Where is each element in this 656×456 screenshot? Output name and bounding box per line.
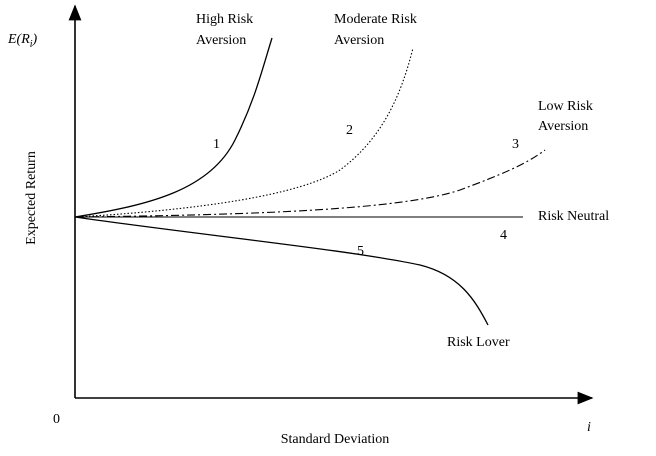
curve-low-risk-aversion xyxy=(74,149,546,218)
curve-number: 1 xyxy=(213,137,220,152)
curve-label: Aversion xyxy=(334,33,384,48)
curve-label: Moderate Risk xyxy=(334,12,417,27)
curve-number: 5 xyxy=(357,244,364,259)
curve-label: Aversion xyxy=(538,119,588,134)
origin-label: 0 xyxy=(53,412,60,427)
curve-number: 2 xyxy=(346,123,353,138)
curve-high-risk-aversion xyxy=(74,37,273,218)
curve-moderate-risk-aversion xyxy=(74,47,414,218)
x-axis-label: Standard Deviation xyxy=(281,432,389,447)
curve-label: Aversion xyxy=(196,33,246,48)
y-symbol: E(Ri) xyxy=(7,32,38,50)
curve-label: Low Risk xyxy=(538,99,593,114)
curve-label: Risk Lover xyxy=(447,335,510,350)
curve-risk-lover xyxy=(74,216,489,326)
curve-label: High Risk xyxy=(196,12,253,27)
y-axis-label: Expected Return xyxy=(24,151,39,245)
curve-number: 4 xyxy=(500,228,507,243)
curve-number: 3 xyxy=(512,137,519,152)
x-axis-sub: i xyxy=(587,420,591,435)
curve-label: Risk Neutral xyxy=(538,209,609,224)
